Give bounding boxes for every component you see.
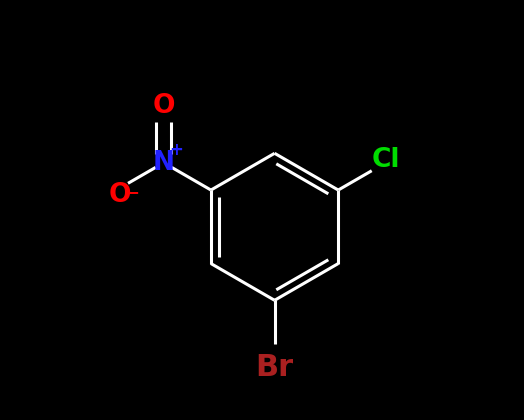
Text: −: − <box>126 183 139 201</box>
Text: +: + <box>169 141 183 159</box>
Text: O: O <box>109 182 132 207</box>
Text: Cl: Cl <box>372 147 400 173</box>
Text: O: O <box>152 93 175 118</box>
Text: Br: Br <box>256 353 293 382</box>
Text: N: N <box>152 150 174 176</box>
